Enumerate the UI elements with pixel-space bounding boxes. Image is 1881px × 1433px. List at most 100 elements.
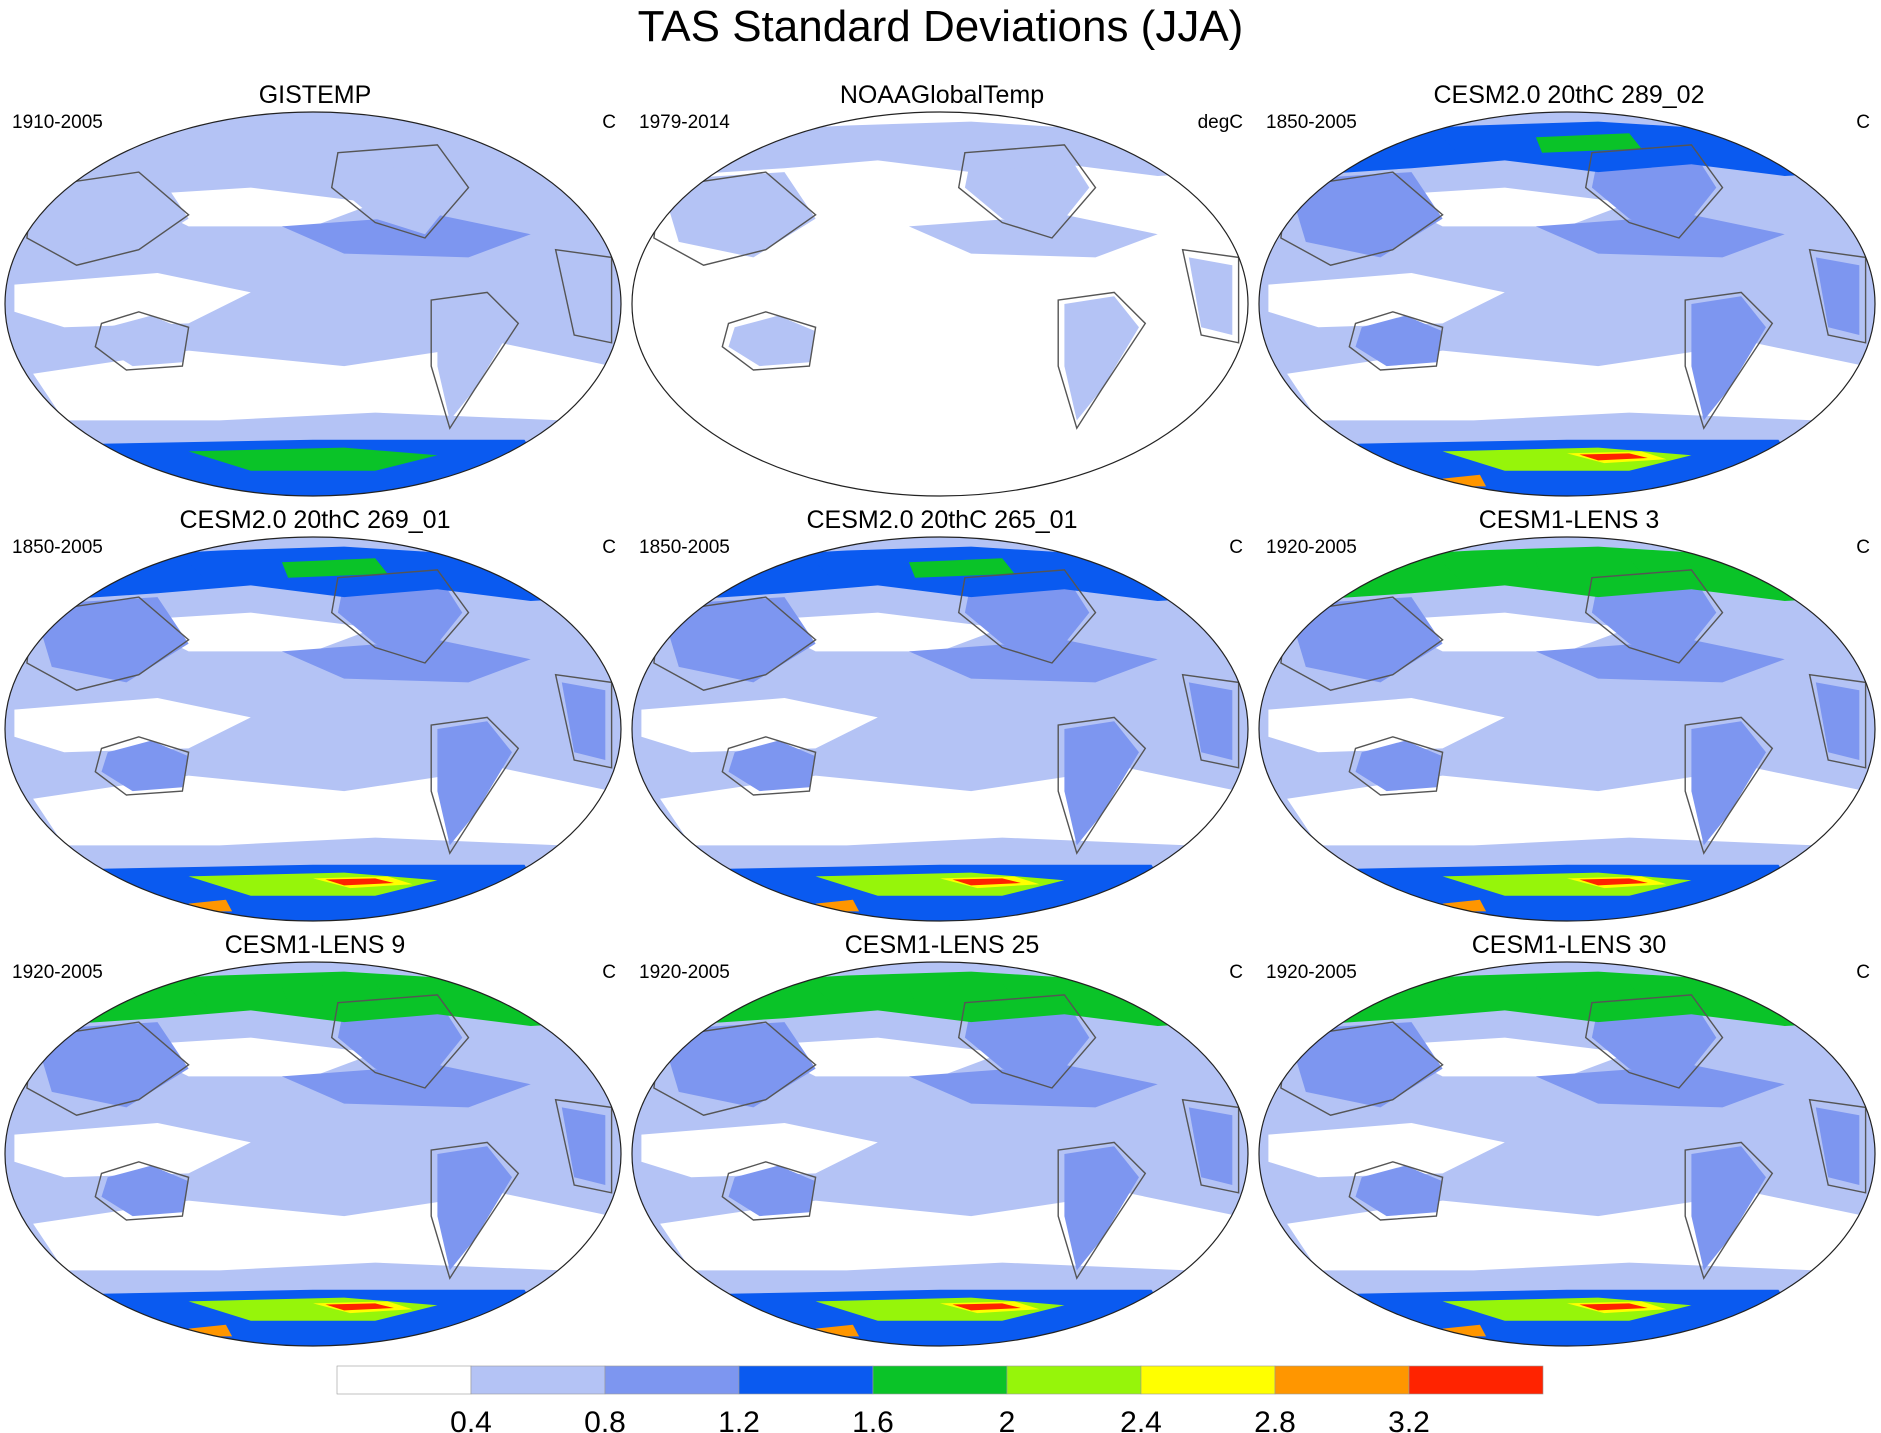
colorbar-swatch xyxy=(1408,1365,1544,1395)
map-panel: CESM2.0 20thC 289_02 1850-2005 C xyxy=(1256,80,1881,500)
land-variance-region xyxy=(101,1165,189,1217)
land-variance-region xyxy=(1591,998,1717,1085)
panel-period: 1850-2005 xyxy=(12,537,103,558)
low-variance-region xyxy=(753,1037,1003,1077)
map-border xyxy=(631,111,1249,497)
panel-title: CESM1-LENS 3 xyxy=(1478,506,1660,534)
land-variance-region xyxy=(437,296,512,421)
arctic-variance-band xyxy=(666,121,1227,176)
antarctic-variance-core xyxy=(188,447,438,471)
coastline xyxy=(1584,569,1724,664)
panel-period: 1850-2005 xyxy=(1266,112,1357,133)
coastline xyxy=(957,994,1097,1089)
low-variance-region xyxy=(126,612,376,652)
land-variance-region xyxy=(1355,740,1443,792)
coastline xyxy=(430,1141,520,1280)
map-panel: CESM1-LENS 9 1920-2005 C xyxy=(2,930,628,1350)
coastline xyxy=(1584,144,1724,239)
pacific-variance-region xyxy=(281,214,531,258)
map-panel: CESM1-LENS 25 1920-2005 C xyxy=(629,930,1255,1350)
antarctic-max-variance xyxy=(1579,878,1648,886)
coastline xyxy=(554,673,613,769)
land-variance-region xyxy=(437,1146,512,1271)
arctic-high-variance xyxy=(281,983,388,1003)
low-variance-region xyxy=(126,187,376,227)
low-variance-region xyxy=(1268,273,1505,328)
land-variance-region xyxy=(1287,1022,1443,1108)
land-variance-region xyxy=(964,998,1090,1085)
low-variance-region xyxy=(753,187,1003,227)
colorbar-tick-label: 3.2 xyxy=(1388,1406,1430,1433)
land-variance-region xyxy=(437,721,512,846)
land-variance-region xyxy=(561,1107,606,1185)
antarctic-max-variance xyxy=(325,1303,394,1311)
coastline xyxy=(94,736,190,796)
panel-title: CESM1-LENS 30 xyxy=(1471,931,1667,959)
map-border xyxy=(1258,536,1876,922)
land-variance-region xyxy=(101,740,189,792)
land-variance-region xyxy=(964,148,1090,235)
land-variance-region xyxy=(728,740,816,792)
coastline xyxy=(554,248,613,344)
land-variance-region xyxy=(1064,1146,1139,1271)
map-panel: CESM1-LENS 3 1920-2005 C xyxy=(1256,505,1881,925)
low-variance-region xyxy=(1380,1037,1630,1077)
low-variance-region xyxy=(641,273,878,328)
panel-units: C xyxy=(602,962,616,983)
land-variance-region xyxy=(1591,573,1717,660)
land-variance-region xyxy=(1064,296,1139,421)
low-variance-region xyxy=(14,698,251,753)
colorbar-tick-label: 2 xyxy=(999,1406,1016,1433)
colorbar-swatch xyxy=(872,1365,1008,1395)
coastline xyxy=(1057,716,1147,855)
pacific-variance-region xyxy=(908,639,1158,683)
land-variance-region xyxy=(1355,315,1443,367)
low-variance-region xyxy=(1380,187,1630,227)
coastline xyxy=(957,569,1097,664)
map-plot xyxy=(631,536,1249,922)
land-variance-region xyxy=(1188,257,1233,335)
panel-period: 1920-2005 xyxy=(12,962,103,983)
map-border xyxy=(631,536,1249,922)
colorbar-swatch xyxy=(738,1365,874,1395)
land-variance-region xyxy=(660,172,816,258)
low-variance-region xyxy=(126,1037,376,1077)
pacific-variance-region xyxy=(1535,214,1785,258)
land-variance-region xyxy=(660,1022,816,1108)
colorbar-swatch xyxy=(1274,1365,1410,1395)
coastline xyxy=(430,716,520,855)
arctic-high-variance xyxy=(1535,133,1642,153)
coastline xyxy=(1584,994,1724,1089)
arctic-high-variance xyxy=(1535,558,1642,578)
coastline xyxy=(653,171,817,266)
land-variance-region xyxy=(1591,148,1717,235)
colorbar-tick-label: 1.6 xyxy=(852,1406,894,1433)
coastline xyxy=(1348,736,1444,796)
map-border xyxy=(1258,111,1876,497)
pacific-variance-region xyxy=(1535,1064,1785,1108)
arctic-high-variance xyxy=(281,558,388,578)
panel-title: CESM2.0 20thC 289_02 xyxy=(1433,81,1705,109)
panel-units: C xyxy=(1856,537,1870,558)
panel-title: NOAAGlobalTemp xyxy=(839,81,1045,109)
coastline xyxy=(1808,1098,1867,1194)
map-border xyxy=(4,536,622,922)
coastline xyxy=(1181,248,1240,344)
land-variance-region xyxy=(1188,1107,1233,1185)
antarctic-max-variance xyxy=(952,1303,1021,1311)
land-variance-region xyxy=(728,1165,816,1217)
coastline xyxy=(1348,311,1444,371)
land-variance-region xyxy=(1287,172,1443,258)
coastline xyxy=(653,1021,817,1116)
map-panel: CESM2.0 20thC 265_01 1850-2005 C xyxy=(629,505,1255,925)
panel-units: C xyxy=(1229,962,1243,983)
panel-units: C xyxy=(1856,962,1870,983)
colorbar-tick-label: 1.2 xyxy=(718,1406,760,1433)
arctic-high-variance xyxy=(1535,983,1642,1003)
coastline xyxy=(330,994,470,1089)
map-panel: NOAAGlobalTemp 1979-2014 degC xyxy=(629,80,1255,500)
pacific-variance-region xyxy=(281,1064,531,1108)
pacific-variance-region xyxy=(1535,639,1785,683)
map-border xyxy=(631,961,1249,1347)
antarctic-max-variance xyxy=(952,878,1021,886)
